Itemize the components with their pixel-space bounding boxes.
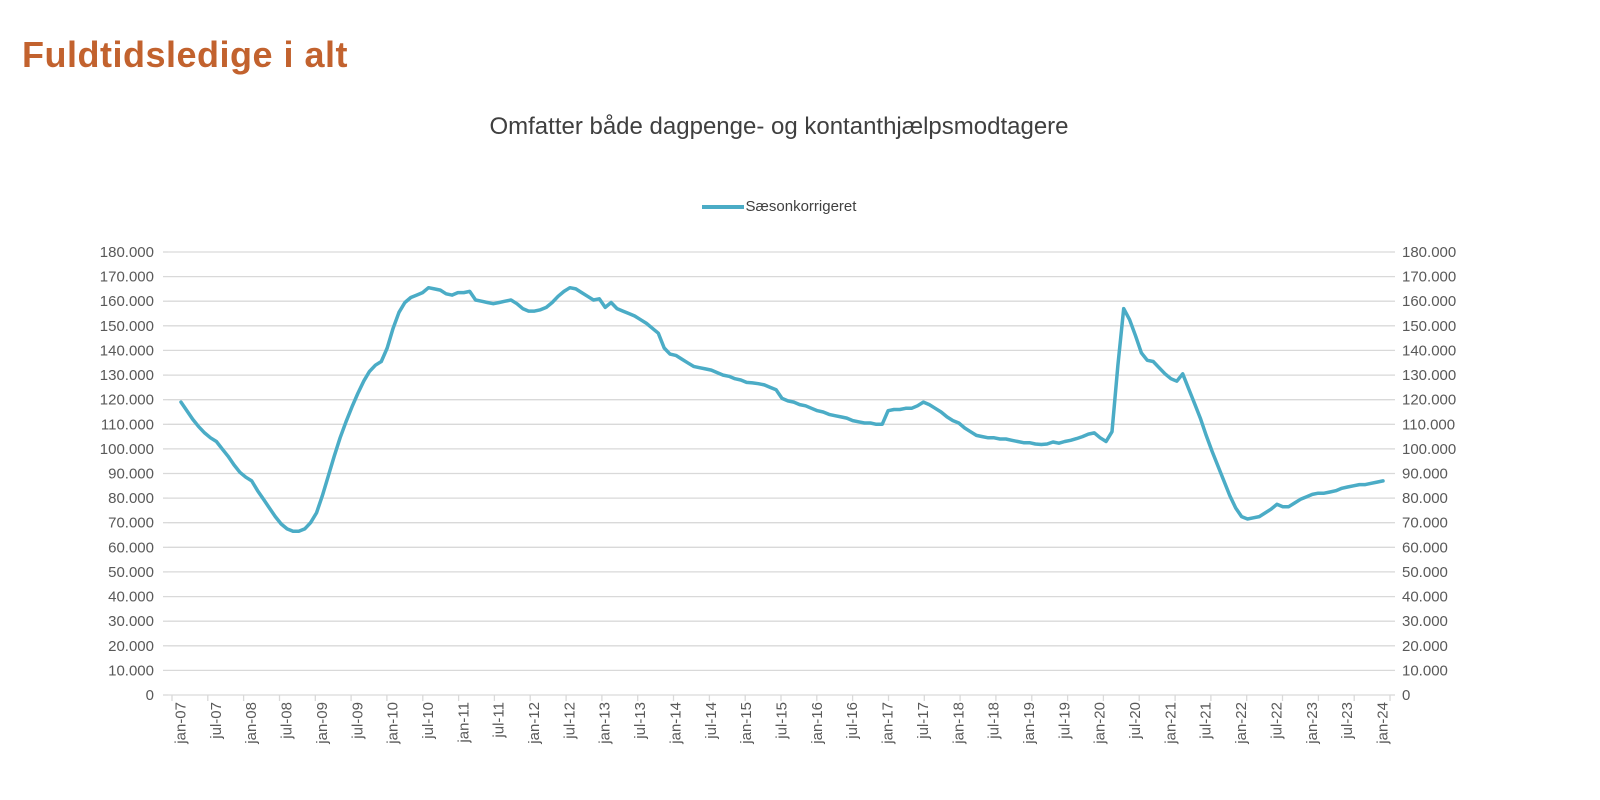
x-axis-label: jan-10 [385, 702, 402, 745]
y-axis-label-left: 30.000 [108, 613, 154, 630]
x-axis-label: jan-20 [1092, 702, 1109, 745]
y-axis-label-left: 110.000 [101, 416, 154, 433]
y-axis-label-left: 100.000 [100, 441, 154, 458]
y-axis-label-right: 100.000 [1402, 441, 1456, 458]
series-line-saesonkorrigeret [179, 285, 1385, 534]
y-axis-label-left: 90.000 [108, 466, 154, 483]
x-axis-label: jan-19 [1021, 702, 1038, 745]
y-axis-label-left: 120.000 [100, 392, 154, 409]
y-axis-labels-left: 0 10.000 20.000 30.000 40.000 50.000 60.000 70.… [100, 244, 154, 704]
legend: Sæsonkorrigeret [168, 198, 1390, 215]
y-axis-label-right: 140.000 [1402, 342, 1456, 359]
x-axis-label: jul-21 [1198, 702, 1215, 740]
y-axis-label-right: 60.000 [1402, 539, 1448, 556]
x-axis-label: jul-20 [1127, 702, 1144, 740]
x-axis-label: jan-12 [526, 702, 543, 745]
x-axis-label: jan-14 [667, 702, 684, 745]
x-axis-label: jan-08 [243, 702, 260, 745]
gridlines [168, 251, 1390, 696]
chart-title: Omfatter både dagpenge- og kontanthjælps… [489, 113, 1069, 140]
x-axis-label: jan-21 [1162, 702, 1179, 745]
page-title: Fuldtidsledige i alt [22, 34, 349, 75]
x-axis-label: jul-07 [208, 702, 225, 740]
x-axis-label: jul-18 [986, 702, 1003, 740]
y-axis-label-right: 40.000 [1402, 589, 1448, 606]
x-axis-label: jan-24 [1375, 702, 1392, 745]
x-axis-label: jul-23 [1339, 702, 1356, 740]
y-axis-label-right: 30.000 [1402, 613, 1448, 630]
y-axis-label-right: 20.000 [1402, 638, 1448, 655]
x-axis-label: jan-15 [738, 702, 755, 745]
x-axis-label: jul-22 [1268, 702, 1285, 740]
y-axis-label-right: 10.000 [1402, 662, 1448, 679]
y-axis-label-left: 140.000 [100, 342, 154, 359]
y-axis-label-right: 50.000 [1402, 564, 1448, 581]
x-axis-labels: jan-07 jul-07 jan-08 jul-08 jan-09 jul-09 jan-… [173, 702, 1392, 745]
y-axis-label-right: 160.000 [1402, 293, 1456, 310]
x-axis-label: jan-17 [880, 702, 897, 745]
y-axis-labels-right: 0 10.000 20.000 30.000 40.000 50.000 60.000 70.… [1402, 244, 1456, 704]
y-axis-label-right: 0 [1402, 687, 1410, 704]
y-axis-label-right: 120.000 [1402, 392, 1456, 409]
x-axis-label: jan-13 [597, 702, 614, 745]
y-axis-label-right: 180.000 [1402, 244, 1456, 261]
x-axis-label: jul-12 [561, 702, 578, 740]
y-axis-label-left: 160.000 [100, 293, 154, 310]
y-axis-label-right: 90.000 [1402, 466, 1448, 483]
y-axis-label-left: 40.000 [108, 589, 154, 606]
y-axis-ticks [163, 251, 1395, 696]
x-axis-label: jan-09 [314, 702, 331, 745]
y-axis-label-right: 80.000 [1402, 490, 1448, 507]
y-axis-label-right: 150.000 [1402, 318, 1456, 335]
x-axis-label: jan-23 [1304, 702, 1321, 745]
y-axis-label-left: 50.000 [108, 564, 154, 581]
y-axis-label-left: 150.000 [100, 318, 154, 335]
x-axis-label: jul-09 [349, 702, 366, 740]
y-axis-label-left: 60.000 [108, 539, 154, 556]
x-axis-label: jan-22 [1233, 702, 1250, 745]
x-axis-label: jan-18 [950, 702, 967, 745]
x-axis-label: jul-15 [774, 702, 791, 740]
y-axis-label-left: 130.000 [100, 367, 154, 384]
y-axis-label-left: 10.000 [108, 662, 154, 679]
y-axis-label-right: 70.000 [1402, 515, 1448, 532]
x-axis-label: jul-14 [703, 702, 720, 740]
x-axis-label: jul-17 [915, 702, 932, 740]
x-axis-label: jul-10 [420, 702, 437, 740]
x-axis-label: jan-16 [809, 702, 826, 745]
x-axis-label: jul-16 [844, 702, 861, 740]
y-axis-label-left: 0 [146, 687, 154, 704]
y-axis-label-left: 80.000 [108, 490, 154, 507]
y-axis-label-left: 20.000 [108, 638, 154, 655]
y-axis-label-left: 170.000 [100, 269, 154, 286]
x-axis-label: jul-19 [1056, 702, 1073, 740]
x-axis-label: jul-08 [279, 702, 296, 740]
x-axis-label: jul-13 [632, 702, 649, 740]
x-axis-label: jan-11 [455, 702, 472, 744]
x-axis-ticks [171, 695, 1391, 701]
y-axis-label-left: 70.000 [108, 515, 154, 532]
legend-line-swatch [701, 204, 744, 209]
y-axis-label-right: 130.000 [1402, 367, 1456, 384]
y-axis-label-left: 180.000 [100, 244, 154, 261]
y-axis-label-right: 170.000 [1402, 269, 1456, 286]
x-axis-label: jan-07 [173, 702, 190, 745]
legend-label: Sæsonkorrigeret [745, 198, 857, 215]
y-axis-label-right: 110.000 [1402, 416, 1455, 433]
x-axis-label: jul-11 [491, 702, 508, 739]
